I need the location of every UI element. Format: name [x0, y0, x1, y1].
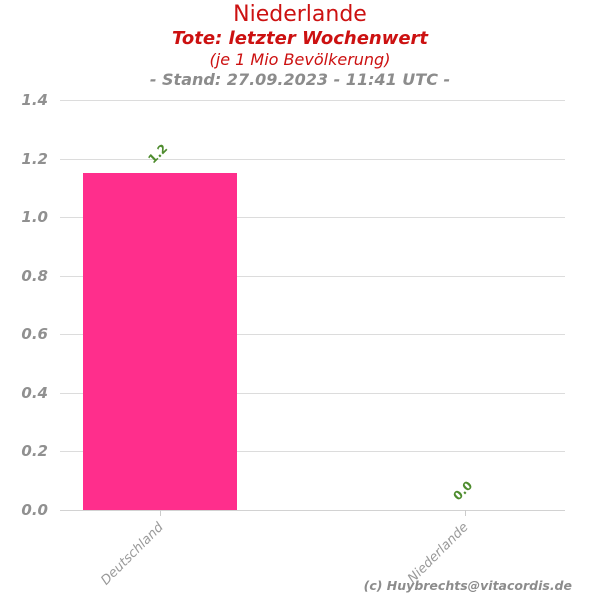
x-tick-label-deutschland: Deutschland: [98, 520, 167, 589]
y-tick-label: 1.2: [21, 149, 48, 168]
y-tick-label: 1.4: [21, 91, 48, 109]
chart-header: Niederlande Tote: letzter Wochenwert (je…: [0, 2, 600, 90]
gridline-1.0: [60, 217, 565, 219]
gridline-0.0: [60, 510, 565, 511]
bar-value-label: 1.2: [145, 141, 171, 167]
y-tick-label: 0.8: [21, 266, 48, 285]
y-tick-label: 0.0: [21, 501, 48, 519]
chart-timestamp: - Stand: 27.09.2023 - 11:41 UTC -: [149, 70, 451, 89]
gridline-0.2: [60, 451, 565, 453]
credit: (c) Huybrechts@vitacordis.de: [363, 578, 572, 593]
chart-subtitle-unit: (je 1 Mio Bevölkerung): [209, 50, 391, 69]
y-tick-label: 0.6: [21, 325, 48, 344]
bar-value-label: 0.0: [450, 478, 476, 504]
gridline-1.4: [60, 100, 565, 101]
y-tick-label: 1.0: [21, 208, 48, 227]
bar-deutschland: [83, 173, 237, 510]
x-tick-mark: [160, 510, 161, 516]
y-tick-label: 0.2: [21, 442, 48, 461]
chart-subtitle: Tote: letzter Wochenwert: [171, 28, 429, 49]
gridline-1.2: [60, 158, 565, 160]
gridline-0.6: [60, 334, 565, 336]
chart-title: Niederlande: [233, 2, 367, 27]
x-tick-mark: [465, 510, 466, 516]
gridline-0.4: [60, 392, 565, 394]
gridline-0.8: [60, 275, 565, 277]
y-tick-label: 0.4: [21, 383, 48, 402]
